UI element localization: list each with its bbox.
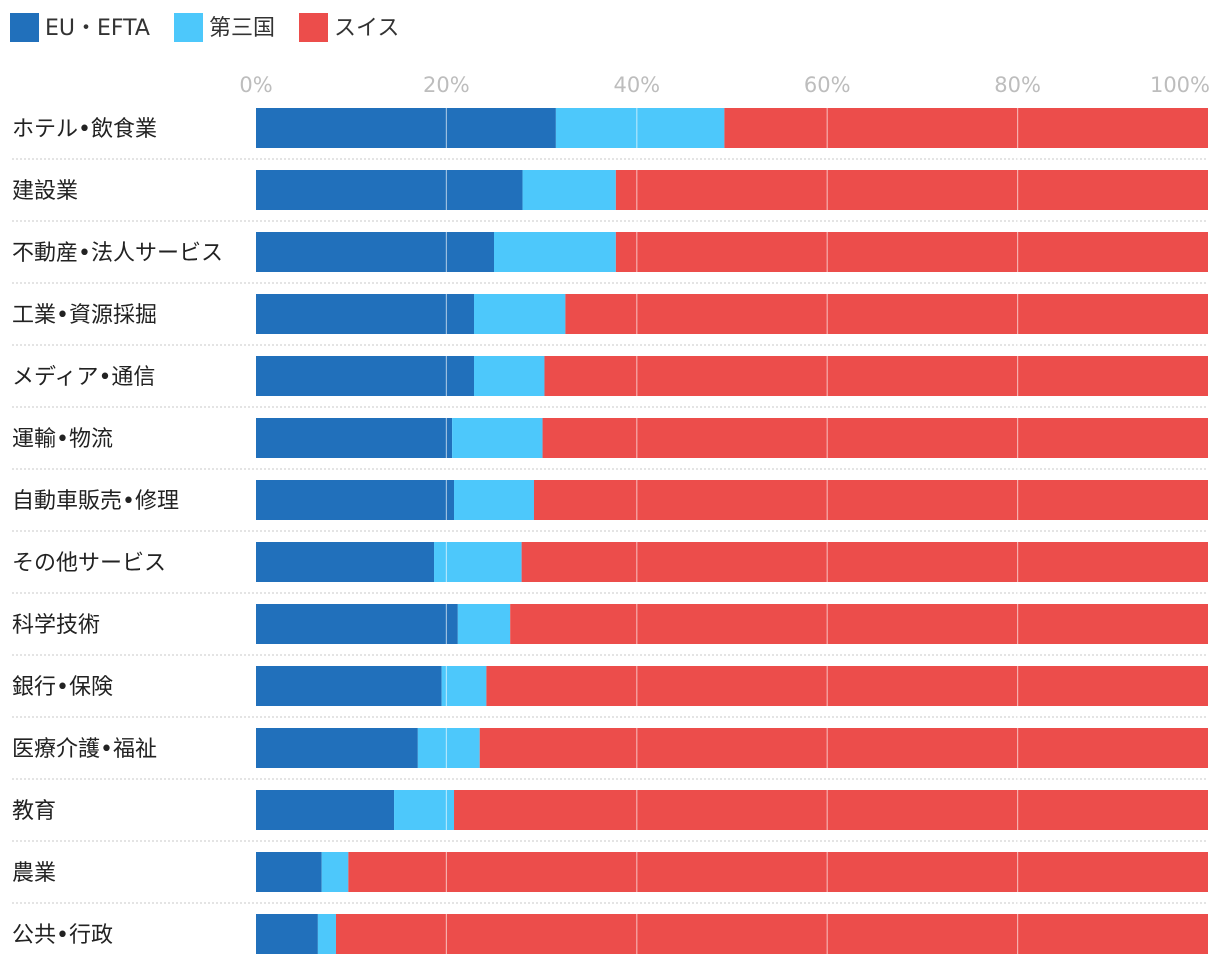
bar-segment-category-1-series-2 [555, 108, 725, 148]
bar-segment-category-9-series-2 [457, 604, 511, 644]
category-label: 運輸•物流 [12, 427, 113, 452]
bar-segment-category-1-series-3 [724, 108, 1208, 148]
bar-segment-category-5-series-3 [544, 356, 1208, 396]
legend-label-3: スイス [334, 16, 399, 41]
legend-swatch-1 [10, 13, 39, 42]
bar-segment-category-4-series-1 [256, 294, 475, 334]
x-tick-label: 0% [239, 73, 272, 97]
bar-segment-category-10-series-2 [441, 666, 487, 706]
legend-swatch-2 [174, 13, 203, 42]
legend-swatch-3 [299, 13, 328, 42]
bar-segment-category-4-series-2 [474, 294, 566, 334]
category-label: 建設業 [12, 179, 78, 204]
category-labels: ホテル•飲食業建設業不動産•法人サービス工業•資源採掘メディア•通信運輸•物流自… [12, 117, 223, 948]
bar-segment-category-2-series-2 [522, 170, 616, 210]
x-axis-ticks: 0% 20% 40% 60% 80% 100% [239, 73, 1210, 97]
x-tick-label: 60% [804, 73, 851, 97]
bar-segment-category-6-series-2 [452, 418, 543, 458]
category-label: 農業 [12, 861, 56, 886]
bar-segment-category-11-series-1 [256, 728, 418, 768]
bar-segment-category-9-series-3 [510, 604, 1209, 644]
category-label: ホテル•飲食業 [12, 117, 157, 142]
bar-segment-category-10-series-3 [486, 666, 1208, 706]
bar-segment-category-9-series-1 [256, 604, 458, 644]
bar-segment-category-13-series-3 [348, 852, 1208, 892]
bar-segment-category-6-series-3 [542, 418, 1208, 458]
category-label: 教育 [12, 799, 56, 824]
category-label: 公共•行政 [12, 923, 113, 948]
category-label: 自動車販売•修理 [12, 489, 179, 514]
bar-segment-category-8-series-1 [256, 542, 435, 582]
bar-segment-category-5-series-1 [256, 356, 475, 396]
legend-label-2: 第三国 [209, 16, 275, 41]
bar-segment-category-7-series-1 [256, 480, 455, 520]
bar-segment-category-14-series-3 [335, 914, 1208, 954]
bar-segment-category-12-series-1 [256, 790, 395, 830]
bar-segment-category-12-series-3 [454, 790, 1208, 830]
bar-segment-category-8-series-2 [434, 542, 522, 582]
bar-segment-category-13-series-2 [321, 852, 349, 892]
x-tick-label: 20% [423, 73, 470, 97]
bar-segment-category-6-series-1 [256, 418, 453, 458]
x-tick-label: 100% [1150, 73, 1210, 97]
legend-label-1: EU・EFTA [45, 16, 150, 41]
bar-segment-category-12-series-2 [394, 790, 455, 830]
legend: EU・EFTA 第三国 スイス [10, 13, 399, 42]
bar-segment-category-14-series-2 [317, 914, 336, 954]
bar-segment-category-5-series-2 [474, 356, 545, 396]
bar-segment-category-4-series-3 [565, 294, 1208, 334]
category-label: 科学技術 [12, 613, 100, 638]
bar-segment-category-3-series-2 [494, 232, 616, 272]
bar-segment-category-8-series-3 [521, 542, 1208, 582]
x-tick-label: 80% [994, 73, 1041, 97]
x-tick-label: 40% [613, 73, 660, 97]
bar-segment-category-2-series-3 [615, 170, 1208, 210]
gridlines [445, 108, 1019, 954]
bar-segment-category-7-series-3 [533, 480, 1208, 520]
bar-segment-category-11-series-2 [417, 728, 480, 768]
bar-segment-category-3-series-1 [256, 232, 494, 272]
row-separators [12, 158, 1208, 904]
bar-segment-category-3-series-3 [615, 232, 1208, 272]
bar-segment-category-14-series-1 [256, 914, 318, 954]
bar-segment-category-11-series-3 [479, 728, 1209, 768]
bar-segment-category-1-series-1 [256, 108, 556, 148]
category-label: 工業•資源採掘 [12, 303, 157, 328]
bar-segment-category-7-series-2 [454, 480, 534, 520]
category-label: 銀行•保険 [12, 675, 113, 700]
bars [256, 108, 1209, 954]
category-label: 医療介護•福祉 [12, 737, 157, 762]
bar-segment-category-2-series-1 [256, 170, 523, 210]
bar-segment-category-10-series-1 [256, 666, 442, 706]
category-label: その他サービス [12, 551, 166, 576]
bar-segment-category-13-series-1 [256, 852, 322, 892]
category-label: メディア•通信 [12, 365, 155, 390]
category-label: 不動産•法人サービス [12, 241, 223, 266]
